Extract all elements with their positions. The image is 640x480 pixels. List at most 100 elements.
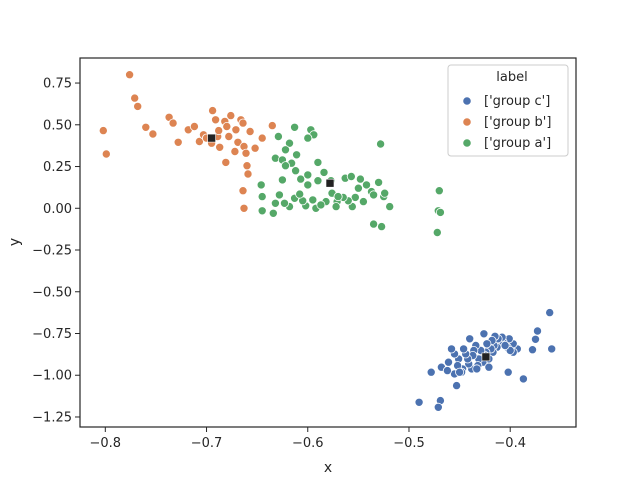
point-group-b-22 (224, 131, 234, 141)
point-group-b-35 (245, 127, 255, 137)
point-group-b-38 (267, 121, 277, 131)
point-group-c-47 (446, 344, 456, 354)
point-group-a-51 (257, 206, 267, 216)
point-group-a-24 (374, 177, 384, 187)
point-group-b-15 (208, 106, 218, 116)
series-group-b (98, 70, 277, 213)
point-group-b-16 (211, 115, 221, 125)
point-group-c-58 (500, 340, 510, 350)
point-group-b-3 (98, 126, 108, 136)
point-group-a-5 (284, 138, 294, 148)
point-group-a-18 (313, 176, 323, 186)
point-group-c-39 (459, 344, 469, 354)
y-tick-label: 0.50 (43, 118, 72, 133)
point-group-b-24 (230, 146, 240, 156)
point-group-a-14 (319, 167, 329, 177)
point-group-c-51 (426, 367, 436, 377)
point-group-b-23 (226, 111, 236, 121)
point-group-b-5 (141, 122, 151, 132)
y-tick-label: 0.25 (43, 160, 72, 175)
y-tick-label: −1.00 (32, 369, 72, 384)
x-tick-label: −0.7 (191, 436, 223, 451)
point-group-b-31 (239, 203, 249, 213)
point-group-b-41 (222, 122, 232, 132)
point-group-b-19 (214, 126, 224, 136)
point-group-b-0 (125, 70, 135, 80)
legend-marker-group-c (462, 96, 472, 106)
point-group-b-8 (168, 118, 178, 128)
point-group-c-25 (479, 329, 489, 339)
x-axis-ticks: −0.8 −0.7 −0.6 −0.5 −0.4 (90, 427, 526, 451)
point-group-c-59 (484, 362, 494, 372)
point-group-a-7 (292, 150, 302, 160)
point-group-a-58 (316, 200, 326, 210)
point-group-a-21 (346, 171, 356, 181)
y-tick-label: −0.25 (32, 244, 72, 259)
y-tick-label: 0.75 (43, 77, 72, 92)
point-group-b-1 (130, 93, 140, 103)
point-group-a-27 (380, 188, 390, 198)
series-group-c (414, 308, 557, 412)
point-group-a-28 (385, 202, 395, 212)
point-group-a-57 (308, 195, 318, 205)
y-tick-label: 0.00 (43, 202, 72, 217)
point-group-c-20 (503, 367, 513, 377)
point-group-a-30 (377, 222, 387, 232)
point-group-a-3 (273, 131, 283, 141)
x-axis-label: x (324, 460, 332, 476)
point-group-c-0 (545, 308, 555, 318)
point-group-a-46 (274, 190, 284, 200)
point-group-c-53 (443, 357, 453, 367)
point-group-a-54 (435, 207, 445, 217)
point-group-b-4 (101, 149, 111, 159)
point-group-c-2 (533, 326, 543, 336)
legend-entry-group-b: ['group b'] (484, 115, 551, 130)
legend: label ['group c'] ['group b'] ['group a'… (447, 64, 569, 157)
point-group-a-55 (432, 227, 442, 237)
point-group-b-18 (215, 142, 225, 152)
point-group-a-45 (279, 198, 289, 208)
point-group-b-26 (233, 137, 243, 147)
point-group-a-62 (303, 170, 313, 180)
point-group-c-44 (452, 381, 462, 391)
point-group-a-56 (295, 189, 305, 199)
point-group-a-52 (434, 186, 444, 196)
point-group-c-1 (547, 344, 557, 354)
point-group-a-23 (361, 180, 371, 190)
point-group-b-36 (250, 143, 260, 153)
point-group-c-22 (482, 339, 492, 349)
point-group-a-48 (268, 208, 278, 218)
point-group-b-11 (189, 122, 199, 132)
point-group-a-12 (291, 166, 301, 176)
point-group-a-16 (296, 174, 306, 184)
y-tick-label: −0.50 (32, 285, 72, 300)
point-group-b-33 (242, 161, 252, 171)
point-group-b-12 (194, 136, 204, 146)
legend-title: label (496, 70, 527, 85)
centroid-marker-group-a (325, 178, 335, 188)
y-axis-label: y (7, 238, 23, 246)
centroid-marker-group-c (481, 352, 491, 362)
point-group-a-13 (313, 157, 323, 167)
point-group-a-60 (353, 183, 363, 193)
point-group-a-61 (369, 190, 379, 200)
point-group-c-56 (472, 364, 482, 374)
point-group-a-11 (280, 161, 290, 171)
x-tick-label: −0.6 (292, 436, 324, 451)
point-group-c-5 (518, 374, 528, 384)
point-group-c-3 (531, 334, 541, 344)
point-group-a-32 (350, 192, 360, 202)
point-group-c-54 (455, 367, 465, 377)
point-group-b-37 (257, 133, 267, 143)
point-group-b-30 (238, 186, 248, 196)
legend-marker-group-b (462, 117, 472, 127)
point-group-a-50 (257, 192, 267, 202)
point-group-a-4 (303, 133, 313, 143)
legend-marker-group-a (462, 138, 472, 148)
point-group-a-6 (280, 145, 290, 155)
point-group-a-22 (355, 174, 365, 184)
point-group-b-32 (241, 148, 251, 158)
legend-entry-group-a: ['group a'] (484, 136, 551, 151)
point-group-a-59 (333, 192, 343, 202)
